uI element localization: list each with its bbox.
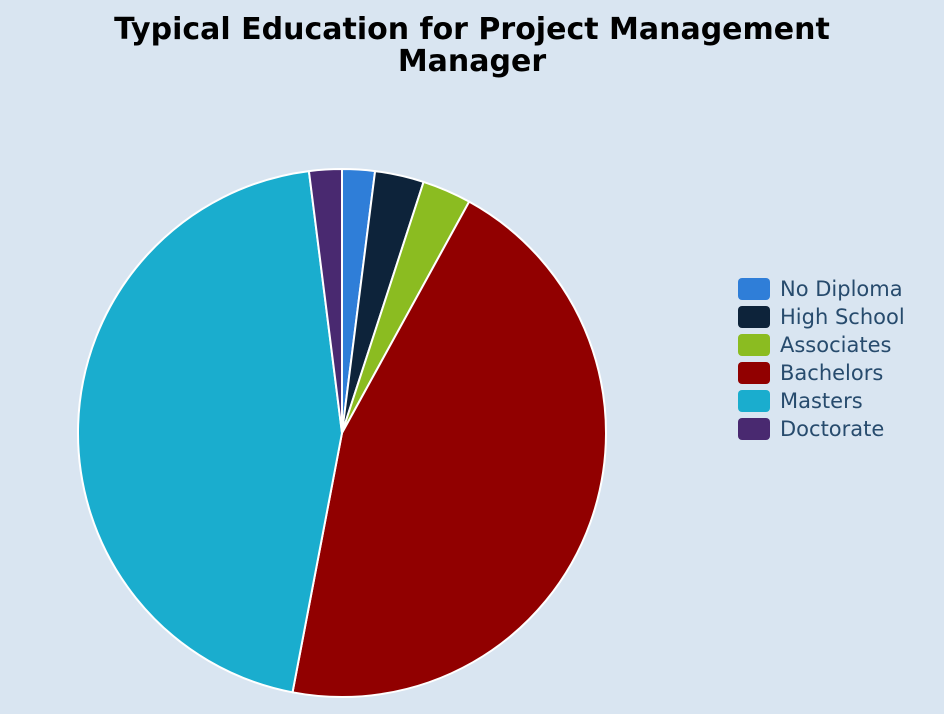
pie-slice xyxy=(307,168,343,434)
pie-slice xyxy=(77,170,343,694)
legend-swatch xyxy=(738,362,770,384)
legend-swatch xyxy=(738,334,770,356)
legend-swatch xyxy=(738,390,770,412)
legend-label: Bachelors xyxy=(780,361,883,385)
legend-label: No Diploma xyxy=(780,277,903,301)
legend-label: High School xyxy=(780,305,905,329)
legend-swatch xyxy=(738,306,770,328)
pie-slice xyxy=(291,200,607,698)
legend-swatch xyxy=(738,418,770,440)
legend-swatch xyxy=(738,278,770,300)
legend-label: Masters xyxy=(780,389,863,413)
legend-label: Associates xyxy=(780,333,891,357)
chart-title: Typical Education for Project Management… xyxy=(114,12,830,79)
legend-label: Doctorate xyxy=(780,417,884,441)
